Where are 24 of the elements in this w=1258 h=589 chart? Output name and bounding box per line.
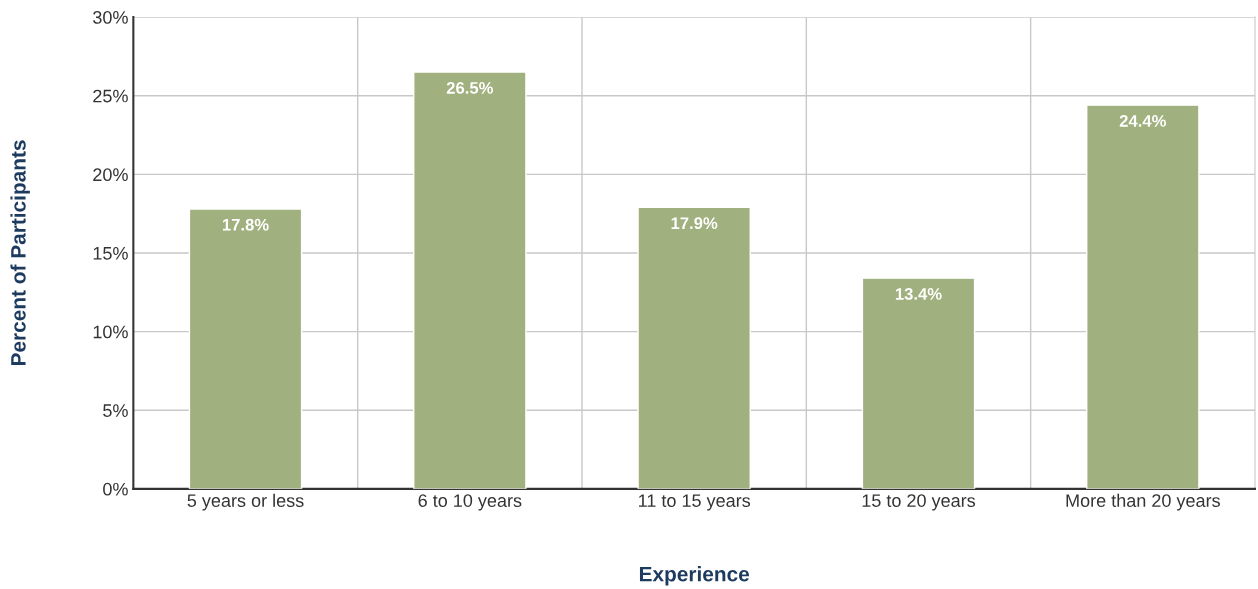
y-axis-title: Percent of Participants (10, 140, 30, 366)
bar (413, 71, 527, 489)
y-tick-label: 20% (93, 168, 128, 182)
bar (1086, 104, 1200, 489)
data-label: 17.8% (222, 218, 269, 231)
data-label: 13.4% (895, 288, 942, 300)
x-tick-label: 11 to 15 years (639, 494, 751, 511)
data-label: 26.5% (446, 82, 494, 94)
y-tick-label: 30% (93, 11, 128, 24)
x-tick-label: 5 years or less (187, 493, 304, 511)
y-tick-label: 10% (93, 325, 128, 339)
x-tick-label: 6 to 10 years (418, 494, 522, 511)
data-label: 24.4% (1119, 115, 1167, 127)
y-tick-label: 25% (93, 89, 128, 103)
bar (188, 208, 303, 489)
y-tick-label: 0% (103, 482, 128, 496)
data-label: 17.9% (671, 217, 718, 230)
x-tick-label: More than 20 years (1066, 493, 1220, 511)
y-tick-label: 5% (103, 404, 128, 417)
y-tick-label: 15% (93, 246, 128, 260)
bar (861, 277, 976, 489)
x-tick-label: 15 to 20 years (862, 494, 976, 511)
x-axis-title: Experience (639, 566, 750, 586)
bar (637, 206, 751, 489)
